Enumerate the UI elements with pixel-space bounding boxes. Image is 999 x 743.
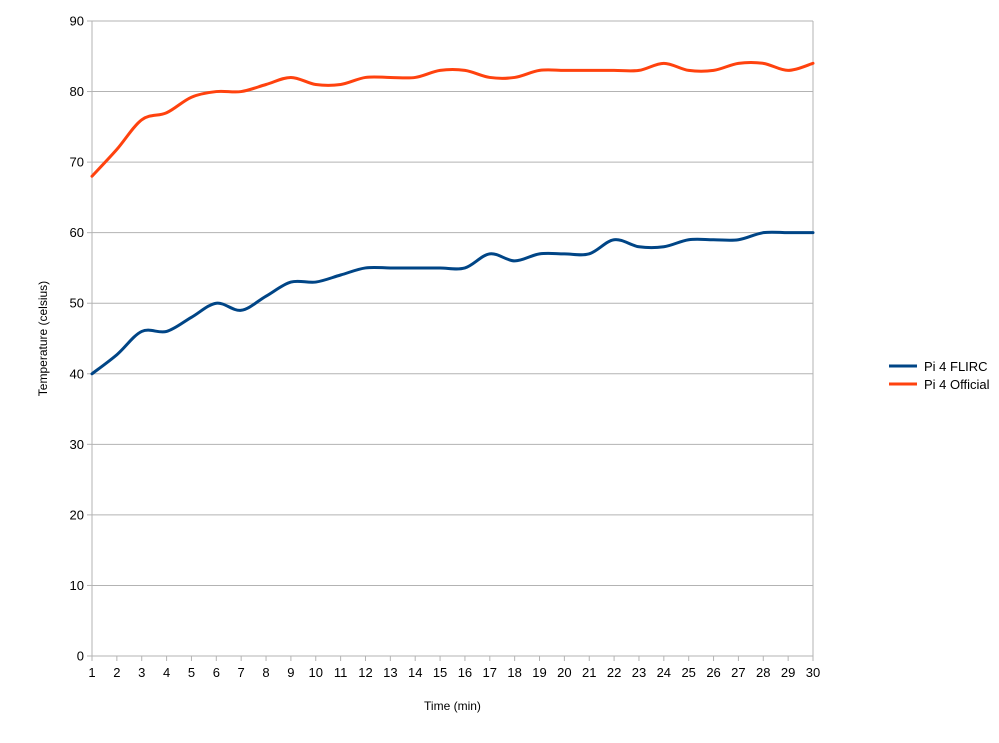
y-tick-label: 90 [70,14,84,29]
y-tick-label: 30 [70,437,84,452]
x-tick-label: 10 [309,665,323,680]
x-tick-label: 16 [458,665,472,680]
x-tick-label: 4 [163,665,170,680]
x-tick-label: 2 [113,665,120,680]
x-tick-label: 23 [632,665,646,680]
x-tick-label: 28 [756,665,770,680]
x-tick-label: 25 [681,665,695,680]
x-tick-label: 9 [287,665,294,680]
x-tick-label: 27 [731,665,745,680]
x-tick-label: 15 [433,665,447,680]
x-tick-label: 19 [532,665,546,680]
x-axis-title: Time (min) [424,699,481,713]
axes [87,20,814,661]
x-tick-label: 18 [507,665,521,680]
legend: Pi 4 FLIRC Pi 4 Official [889,359,990,392]
series-lines [90,60,815,376]
legend-label-pi-4-official: Pi 4 Official [924,377,990,392]
x-tick-label: 5 [188,665,195,680]
x-tick-label: 22 [607,665,621,680]
y-tick-label: 70 [70,155,84,170]
x-tick-label: 12 [358,665,372,680]
x-tick-label: 14 [408,665,422,680]
y-tick-label: 40 [70,366,84,381]
series-line-pi-4-official [90,60,815,178]
x-tick-label: 1 [88,665,95,680]
x-tick-label: 11 [334,665,348,680]
y-tick-label: 0 [77,649,84,664]
x-tick-label: 26 [706,665,720,680]
y-tick-label: 80 [70,84,84,99]
x-tick-label: 24 [657,665,671,680]
legend-label-pi-4-flirc: Pi 4 FLIRC [924,359,988,374]
x-tick-label: 29 [781,665,795,680]
x-tick-label: 30 [806,665,820,680]
y-tick-label: 60 [70,225,84,240]
y-tick-label: 20 [70,507,84,522]
y-tick-label: 10 [70,578,84,593]
x-tick-label: 8 [262,665,269,680]
x-tick-label: 13 [383,665,397,680]
x-tick-label: 17 [483,665,497,680]
x-tick-label: 3 [138,665,145,680]
series-line-pi-4-flirc [90,230,815,376]
x-tick-label: 20 [557,665,571,680]
x-tick-label: 21 [582,665,596,680]
y-axis-title: Temperature (celsius) [36,281,50,396]
x-tick-label: 6 [213,665,220,680]
y-tick-label: 50 [70,296,84,311]
x-tick-label: 7 [238,665,245,680]
gridlines [92,20,813,657]
